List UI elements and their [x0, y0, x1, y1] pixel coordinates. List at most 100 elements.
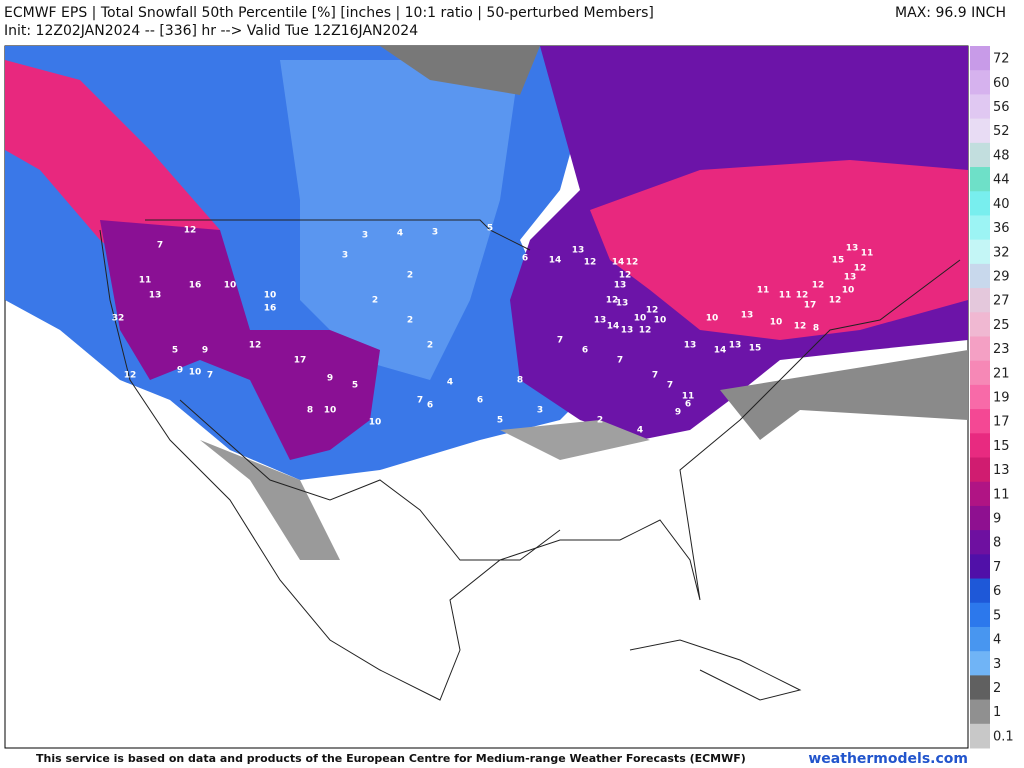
snow-area — [200, 440, 340, 560]
colorbar-label: 6 — [993, 584, 1001, 599]
snowfall-label: 9 — [177, 366, 183, 376]
credit: This service is based on data and produc… — [36, 752, 746, 765]
colorbar-label: 15 — [993, 439, 1010, 454]
snowfall-label: 13 — [741, 311, 754, 321]
colorbar-swatch — [970, 191, 990, 216]
snowfall-label: 12 — [646, 306, 659, 316]
colorbar-swatch — [970, 118, 990, 144]
colorbar-swatch — [970, 409, 990, 434]
snowfall-label: 7 — [667, 381, 673, 391]
colorbar-swatch — [970, 288, 990, 313]
snow-area — [100, 220, 380, 460]
snowfall-label: 2 — [597, 416, 603, 426]
snow-area — [500, 420, 650, 460]
snowfall-label: 2 — [372, 296, 378, 306]
title: ECMWF EPS | Total Snowfall 50th Percenti… — [4, 5, 654, 21]
colorbar-swatch — [970, 626, 990, 652]
snowfall-label: 17 — [294, 356, 307, 366]
colorbar-swatch — [970, 360, 990, 386]
snowfall-label: 8 — [307, 406, 313, 416]
snowfall-label: 10 — [369, 418, 382, 428]
colorbar-label: 4 — [993, 633, 1001, 648]
colorbar-swatch — [970, 70, 990, 95]
colorbar-swatch — [970, 651, 990, 676]
colorbar-swatch — [970, 312, 990, 337]
snowfall-label: 7 — [617, 356, 623, 366]
border — [145, 219, 531, 251]
snowfall-label: 13 — [684, 341, 697, 351]
colorbar-swatch — [970, 215, 990, 241]
colorbar-swatch — [970, 239, 990, 265]
snowfall-label: 10 — [634, 314, 647, 324]
snowfall-label: 10 — [189, 368, 202, 378]
colorbar-swatch — [970, 481, 990, 507]
colorbar-swatch — [970, 530, 990, 555]
colorbar-label: 13 — [993, 463, 1010, 478]
snowfall-label: 15 — [832, 256, 845, 266]
snowfall-label: 12 — [854, 264, 867, 274]
colorbar-label: 29 — [993, 269, 1010, 284]
colorbar-label: 5 — [993, 608, 1001, 623]
snowfall-label: 12 — [794, 322, 807, 332]
colorbar-label: 48 — [993, 148, 1010, 163]
site-link[interactable]: weathermodels.com — [808, 751, 968, 767]
colorbar-label: 0.1 — [993, 729, 1014, 744]
snowfall-label: 5 — [497, 416, 503, 426]
snowfall-label: 8 — [813, 324, 819, 334]
snowfall-label: 13 — [594, 316, 607, 326]
snowfall-label: 12 — [639, 326, 652, 336]
snowfall-label: 10 — [770, 318, 783, 328]
snowfall-label: 13 — [729, 341, 742, 351]
snowfall-label: 10 — [842, 286, 855, 296]
snowfall-label: 9 — [675, 408, 681, 418]
snowfall-label: 13 — [844, 273, 857, 283]
colorbar-label: 40 — [993, 197, 1010, 212]
colorbar-label: 60 — [993, 76, 1010, 91]
snowfall-label: 16 — [264, 304, 277, 314]
snowfall-label: 12 — [249, 341, 262, 351]
border — [179, 399, 561, 561]
snowfall-label: 10 — [264, 291, 277, 301]
snowfall-label: 5 — [487, 224, 493, 234]
snowfall-label: 9 — [327, 374, 333, 384]
colorbar-label: 56 — [993, 100, 1010, 115]
colorbar-label: 32 — [993, 245, 1010, 260]
snowfall-label: 12 — [796, 291, 809, 301]
colorbar-label: 2 — [993, 681, 1001, 696]
snowfall-label: 8 — [517, 376, 523, 386]
snowfall-label: 13 — [846, 244, 859, 254]
colorbar-label: 52 — [993, 124, 1010, 139]
colorbar-label: 72 — [993, 52, 1010, 67]
snowfall-label: 7 — [652, 371, 658, 381]
snow-area — [720, 350, 968, 440]
colorbar-label: 23 — [993, 342, 1010, 357]
snowfall-label: 3 — [342, 251, 348, 261]
colorbar-swatch — [970, 699, 990, 725]
snowfall-label: 13 — [614, 281, 627, 291]
snowfall-label: 3 — [537, 406, 543, 416]
colorbar-swatch — [970, 336, 990, 362]
colorbar-swatch — [970, 505, 990, 531]
coastline — [99, 229, 961, 701]
colorbar-label: 25 — [993, 318, 1010, 333]
colorbar-label: 27 — [993, 294, 1010, 309]
snowfall-label: 4 — [447, 378, 453, 388]
snowfall-label: 11 — [757, 286, 770, 296]
colorbar-swatch — [970, 602, 990, 628]
snowfall-label: 7 — [557, 336, 563, 346]
colorbar-label: 1 — [993, 705, 1001, 720]
snowfall-label: 7 — [417, 396, 423, 406]
snowfall-label: 12 — [606, 296, 619, 306]
snowfall-label: 13 — [149, 291, 162, 301]
snowfall-label: 12 — [619, 271, 632, 281]
snowfall-label: 17 — [804, 301, 817, 311]
snowfall-label: 3 — [362, 231, 368, 241]
colorbar-label: 9 — [993, 512, 1001, 527]
colorbar-swatch — [970, 723, 990, 749]
snowfall-label: 10 — [706, 314, 719, 324]
snowfall-label: 6 — [427, 401, 433, 411]
snowfall-label: 9 — [202, 346, 208, 356]
snowfall-label: 6 — [522, 254, 528, 264]
